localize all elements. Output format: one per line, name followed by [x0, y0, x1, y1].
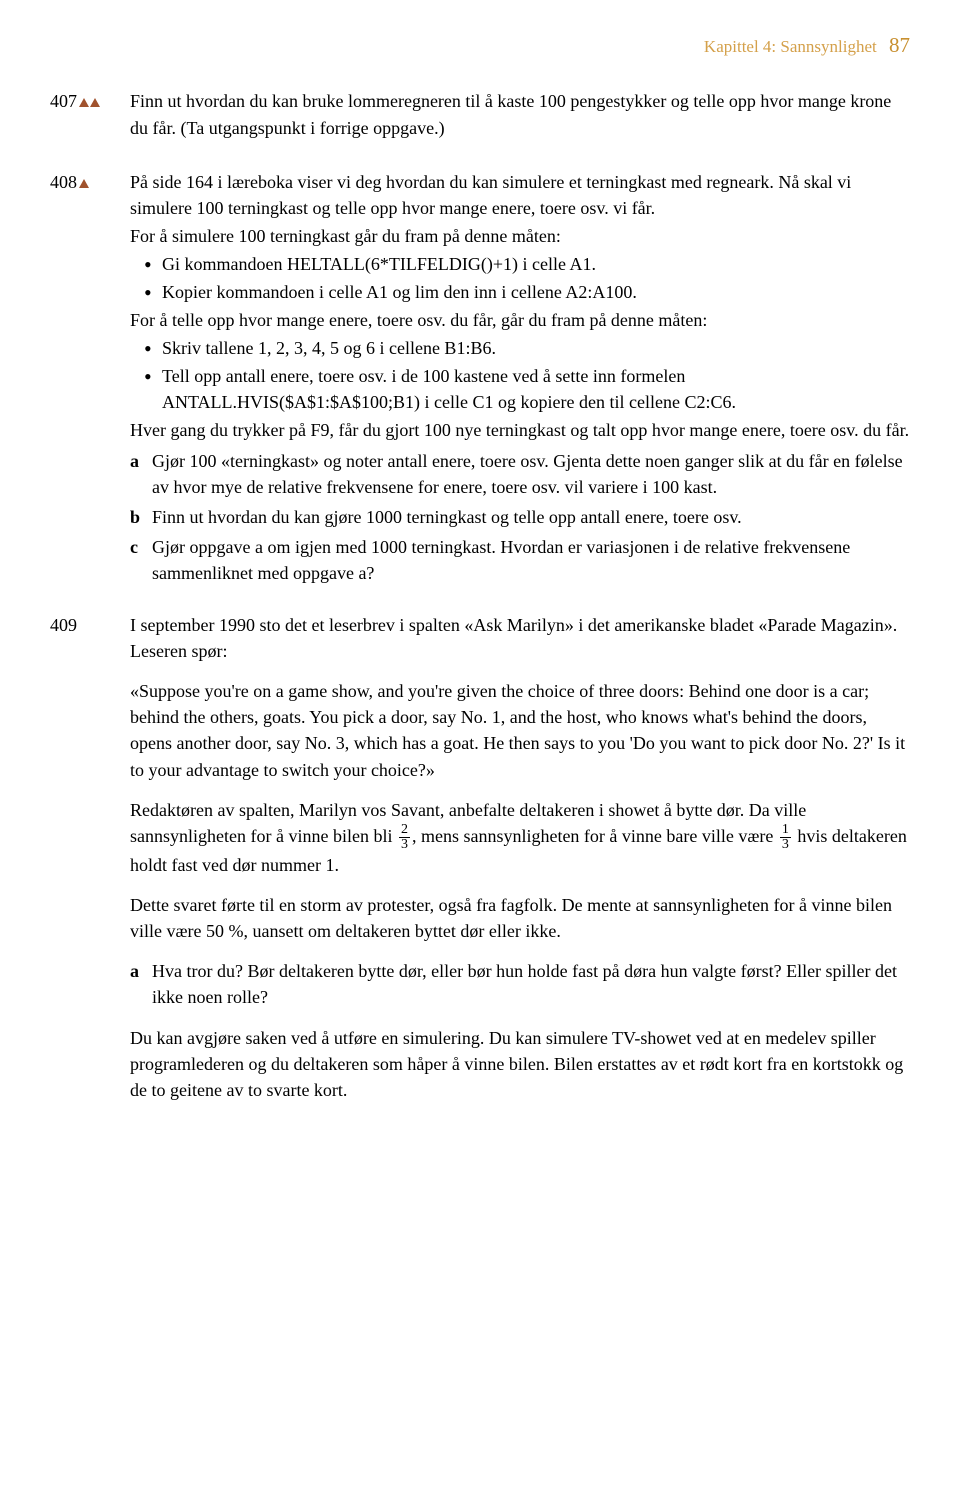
exercise-body: På side 164 i læreboka viser vi deg hvor… [130, 169, 910, 586]
list-item: Skriv tallene 1, 2, 3, 4, 5 og 6 i celle… [148, 335, 910, 361]
paragraph: I september 1990 sto det et leserbrev i … [130, 612, 910, 664]
exercise-body: I september 1990 sto det et leserbrev i … [130, 612, 910, 1117]
sub-label: c [130, 534, 152, 586]
page-header: Kapittel 4: Sannsynlighet 87 [50, 30, 910, 60]
sub-question-a: a Hva tror du? Bør deltakeren bytte dør,… [130, 958, 910, 1010]
bullet-list: Gi kommandoen HELTALL(6*TILFELDIG()+1) i… [148, 251, 910, 305]
exercise-number-text: 409 [50, 615, 77, 635]
sub-question-b: b Finn ut hvordan du kan gjøre 1000 tern… [130, 504, 910, 530]
sub-label: b [130, 504, 152, 530]
paragraph: For å telle opp hvor mange enere, toere … [130, 307, 910, 333]
exercise-number: 407 [50, 88, 130, 142]
paragraph: På side 164 i læreboka viser vi deg hvor… [130, 169, 910, 221]
exercise-body: Finn ut hvordan du kan bruke lommeregner… [130, 88, 910, 142]
quote-block: «Suppose you're on a game show, and you'… [130, 678, 910, 782]
exercise-number-text: 408 [50, 172, 77, 192]
difficulty-icon [79, 169, 90, 195]
bullet-list: Skriv tallene 1, 2, 3, 4, 5 og 6 i celle… [148, 335, 910, 415]
paragraph: Du kan avgjøre saken ved å utføre en sim… [130, 1025, 910, 1103]
fraction: 23 [399, 823, 410, 852]
fraction: 13 [780, 823, 791, 852]
chapter-title: Kapittel 4: Sannsynlighet [704, 37, 877, 56]
sub-question-a: a Gjør 100 «terningkast» og noter antall… [130, 448, 910, 500]
list-item: Tell opp antall enere, toere osv. i de 1… [148, 363, 910, 415]
sub-text: Gjør 100 «terningkast» og noter antall e… [152, 448, 910, 500]
list-item: Gi kommandoen HELTALL(6*TILFELDIG()+1) i… [148, 251, 910, 277]
exercise-number: 408 [50, 169, 130, 586]
sub-label: a [130, 958, 152, 1010]
denominator: 3 [780, 838, 791, 852]
exercise-409: 409 I september 1990 sto det et leserbre… [50, 612, 910, 1117]
text-run: , mens sannsynligheten for å vinne bare … [412, 826, 778, 846]
numerator: 2 [399, 823, 410, 838]
paragraph: For å simulere 100 terningkast går du fr… [130, 223, 910, 249]
page-number: 87 [889, 33, 910, 57]
sub-text: Gjør oppgave a om igjen med 1000 terning… [152, 534, 910, 586]
denominator: 3 [399, 838, 410, 852]
exercise-text: Finn ut hvordan du kan bruke lommeregner… [130, 88, 910, 140]
sub-text: Hva tror du? Bør deltakeren bytte dør, e… [152, 958, 910, 1010]
sub-question-c: c Gjør oppgave a om igjen med 1000 terni… [130, 534, 910, 586]
paragraph: Hver gang du trykker på F9, får du gjort… [130, 417, 910, 443]
paragraph: Dette svaret førte til en storm av prote… [130, 892, 910, 944]
exercise-407: 407 Finn ut hvordan du kan bruke lommere… [50, 88, 910, 142]
exercise-408: 408 På side 164 i læreboka viser vi deg … [50, 169, 910, 586]
exercise-number-text: 407 [50, 91, 77, 111]
list-item: Kopier kommandoen i celle A1 og lim den … [148, 279, 910, 305]
paragraph: Redaktøren av spalten, Marilyn vos Savan… [130, 797, 910, 879]
sub-label: a [130, 448, 152, 500]
exercise-number: 409 [50, 612, 130, 1117]
numerator: 1 [780, 823, 791, 838]
difficulty-icon [79, 88, 101, 114]
sub-text: Finn ut hvordan du kan gjøre 1000 ternin… [152, 504, 910, 530]
